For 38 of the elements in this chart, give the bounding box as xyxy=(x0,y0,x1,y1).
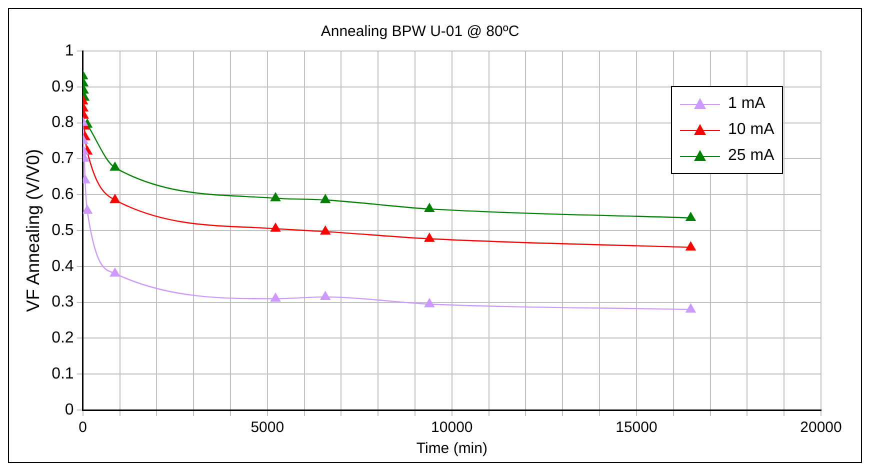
point xyxy=(320,194,330,204)
y-tick-label: 0 xyxy=(64,401,74,418)
y-tick-label: 0.1 xyxy=(52,366,74,383)
legend-label: 1 mA xyxy=(728,95,766,113)
y-tick-label: 0.2 xyxy=(52,330,74,347)
y-tick-label: 0.8 xyxy=(52,114,74,132)
x-axis-title: Time (min) xyxy=(416,440,488,458)
chart-title: Annealing BPW U-01 @ 80ºC xyxy=(320,23,520,40)
point xyxy=(424,233,434,242)
x-tick-label: 20000 xyxy=(800,419,842,436)
point xyxy=(686,242,696,250)
y-tick-label: 0.3 xyxy=(52,294,74,311)
legend-label: 25 mA xyxy=(728,147,774,165)
point xyxy=(270,223,280,232)
legend-label: 10 mA xyxy=(728,121,774,139)
point xyxy=(270,293,280,302)
y-tick-label: 0.4 xyxy=(52,258,74,275)
x-tick-label: 5000 xyxy=(250,419,284,436)
y-tick-label: 0.5 xyxy=(52,222,74,239)
y-tick-label: 0.9 xyxy=(52,78,74,96)
y-tick-label: 1 xyxy=(64,42,74,60)
point xyxy=(686,304,696,313)
point xyxy=(424,298,434,308)
y-axis-title: VF Annealing (V/V0) xyxy=(22,148,43,312)
point xyxy=(82,205,92,214)
point xyxy=(270,192,280,202)
x-tick-label: 10000 xyxy=(431,419,473,436)
point xyxy=(110,194,120,204)
point xyxy=(110,268,120,277)
x-tick-label: 0 xyxy=(78,419,88,436)
point xyxy=(686,212,696,222)
point xyxy=(110,162,120,171)
point xyxy=(320,291,330,300)
y-tick-label: 0.6 xyxy=(52,186,74,204)
x-tick-label: 15000 xyxy=(616,419,658,436)
y-tick-label: 0.7 xyxy=(52,150,74,168)
point xyxy=(424,203,434,212)
point xyxy=(320,226,330,235)
